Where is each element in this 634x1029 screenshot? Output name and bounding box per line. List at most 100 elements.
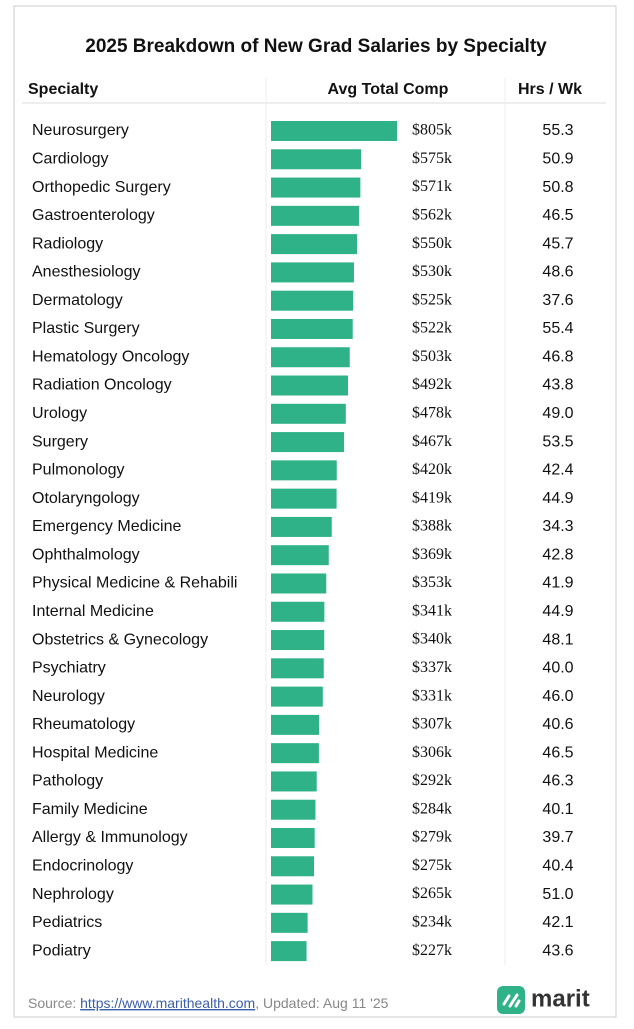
value-label: $530k bbox=[412, 263, 452, 280]
value-label: $307k bbox=[412, 716, 452, 733]
hours-label: 46.3 bbox=[542, 773, 573, 790]
value-label: $340k bbox=[412, 631, 452, 648]
bar bbox=[271, 545, 329, 566]
value-label: $337k bbox=[412, 659, 452, 676]
footer: Source: https://www.marithealth.com, Upd… bbox=[28, 995, 389, 1011]
frame bbox=[13, 5, 617, 1018]
bar bbox=[271, 347, 350, 368]
bar bbox=[271, 403, 346, 424]
value-label: $331k bbox=[412, 687, 452, 704]
hours-label: 40.4 bbox=[542, 857, 573, 874]
column-header: Avg Total Comp bbox=[328, 81, 449, 98]
specialty-label: Neurology bbox=[32, 688, 105, 705]
hours-label: 51.0 bbox=[542, 886, 573, 903]
specialty-label: Hematology Oncology bbox=[32, 348, 189, 365]
value-label: $275k bbox=[412, 857, 452, 874]
value-label: $388k bbox=[412, 518, 452, 535]
hours-label: 46.0 bbox=[542, 688, 573, 705]
specialty-label: Allergy & Immunology bbox=[32, 829, 188, 846]
specialty-label: Pulmonology bbox=[32, 462, 125, 479]
specialty-label: Obstetrics & Gynecology bbox=[32, 631, 208, 648]
specialty-label: Podiatry bbox=[32, 942, 91, 959]
value-label: $550k bbox=[412, 235, 452, 252]
hours-label: 44.9 bbox=[542, 603, 573, 620]
bar bbox=[271, 771, 317, 792]
logo-text: marit bbox=[531, 985, 590, 1012]
hours-label: 50.8 bbox=[542, 179, 573, 196]
value-label: $292k bbox=[412, 772, 452, 789]
bar bbox=[271, 262, 354, 283]
bar bbox=[271, 630, 325, 651]
specialty-label: Rheumatology bbox=[32, 716, 135, 733]
specialty-label: Anesthesiology bbox=[32, 264, 141, 281]
hours-label: 46.5 bbox=[542, 744, 573, 761]
bar bbox=[271, 714, 320, 735]
column-header: Specialty bbox=[28, 81, 98, 98]
specialty-label: Psychiatry bbox=[32, 660, 106, 677]
hours-label: 53.5 bbox=[542, 433, 573, 450]
specialty-label: Radiology bbox=[32, 235, 103, 252]
bar bbox=[271, 799, 316, 820]
hours-label: 55.4 bbox=[542, 320, 573, 337]
bar bbox=[271, 375, 349, 396]
hours-label: 44.9 bbox=[542, 490, 573, 507]
specialty-label: Endocrinology bbox=[32, 857, 133, 874]
value-label: $227k bbox=[412, 942, 452, 959]
specialty-label: Nephrology bbox=[32, 886, 114, 903]
chart-title: 2025 Breakdown of New Grad Salaries by S… bbox=[85, 36, 547, 57]
value-label: $353k bbox=[412, 574, 452, 591]
bar bbox=[271, 941, 307, 962]
bar bbox=[271, 743, 319, 764]
hours-label: 49.0 bbox=[542, 405, 573, 422]
bar bbox=[271, 686, 323, 707]
specialty-label: Cardiology bbox=[32, 150, 108, 167]
specialty-label: Ophthalmology bbox=[32, 546, 140, 563]
value-label: $467k bbox=[412, 433, 452, 450]
hours-label: 48.1 bbox=[542, 631, 573, 648]
value-label: $522k bbox=[412, 320, 452, 337]
hours-label: 50.9 bbox=[542, 150, 573, 167]
hours-label: 55.3 bbox=[542, 122, 573, 139]
hours-label: 43.6 bbox=[542, 942, 573, 959]
value-label: $525k bbox=[412, 291, 452, 308]
bar bbox=[271, 488, 337, 509]
value-label: $503k bbox=[412, 348, 452, 365]
specialty-label: Internal Medicine bbox=[32, 603, 154, 620]
value-label: $234k bbox=[412, 914, 452, 931]
specialty-label: Urology bbox=[32, 405, 87, 422]
bar bbox=[271, 290, 354, 311]
logo-glyph bbox=[502, 993, 521, 1008]
hours-label: 34.3 bbox=[542, 518, 573, 535]
bar bbox=[271, 573, 327, 594]
hours-label: 37.6 bbox=[542, 292, 573, 309]
specialty-label: Neurosurgery bbox=[32, 122, 129, 139]
logo-icon bbox=[497, 986, 525, 1014]
specialty-label: Surgery bbox=[32, 433, 88, 450]
hours-label: 41.9 bbox=[542, 575, 573, 592]
bar bbox=[271, 828, 315, 848]
hours-label: 42.1 bbox=[542, 914, 573, 931]
bar bbox=[271, 318, 353, 339]
bar bbox=[271, 205, 359, 226]
bar bbox=[271, 658, 324, 679]
bar bbox=[271, 912, 308, 933]
value-label: $492k bbox=[412, 376, 452, 393]
source-link[interactable]: https://www.marithealth.com bbox=[80, 995, 255, 1011]
source-label: Source: bbox=[28, 995, 80, 1011]
bar bbox=[271, 432, 345, 453]
specialty-label: Pediatrics bbox=[32, 914, 102, 931]
column-header: Hrs / Wk bbox=[518, 81, 582, 98]
bar bbox=[271, 460, 337, 481]
specialty-label: Otolaryngology bbox=[32, 490, 140, 507]
updated-date: , Updated: Aug 11 '25 bbox=[255, 995, 388, 1011]
value-label: $369k bbox=[412, 546, 452, 563]
hours-label: 39.7 bbox=[542, 829, 573, 846]
value-label: $284k bbox=[412, 800, 452, 817]
hours-label: 40.6 bbox=[542, 716, 573, 733]
value-label: $265k bbox=[412, 885, 452, 902]
hours-label: 42.8 bbox=[542, 546, 573, 563]
specialty-label: Pathology bbox=[32, 773, 103, 790]
hours-label: 40.1 bbox=[542, 801, 573, 818]
